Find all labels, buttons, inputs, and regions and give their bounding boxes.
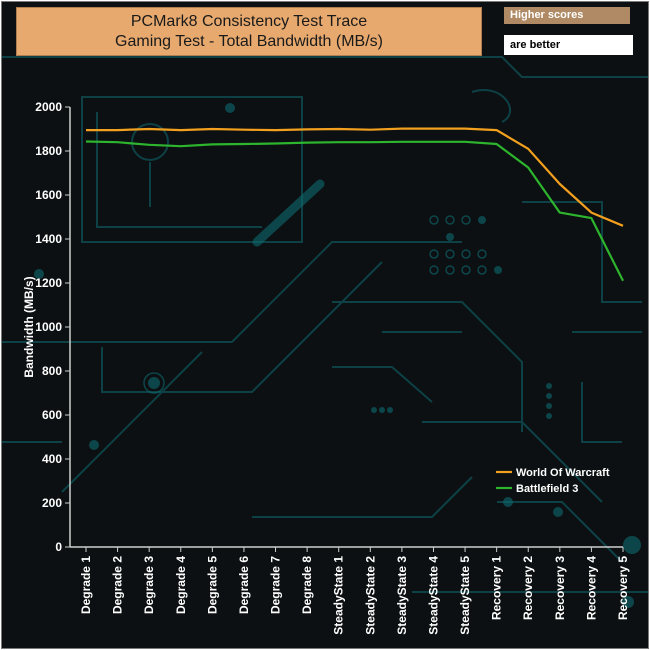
x-tick-label: Degrade 7 <box>269 556 283 614</box>
series-line-2 <box>85 140 624 282</box>
axes <box>69 107 623 548</box>
y-axis-label: Bandwidth (MB/s) <box>22 276 36 377</box>
x-tick-label: Recovery 4 <box>584 556 598 620</box>
y-tick-label: 1800 <box>35 144 62 158</box>
title-line-2: Gaming Test - Total Bandwidth (MB/s) <box>115 32 383 50</box>
x-tick-label: Degrade 1 <box>79 556 93 614</box>
x-tick-label: Recovery 1 <box>490 556 504 620</box>
y-tick-label: 1400 <box>35 232 62 246</box>
x-tick-label: Degrade 5 <box>205 556 219 614</box>
y-tick-label: 600 <box>42 408 62 422</box>
series-line-1 <box>86 127 624 227</box>
x-tick-label: SteadyState 2 <box>363 556 377 635</box>
y-tick-label: 200 <box>42 496 62 510</box>
y-tick-label: 1200 <box>35 276 62 290</box>
legend-label: Battlefield 3 <box>516 483 578 495</box>
legend-label: World Of Warcraft <box>516 467 610 479</box>
series-lines <box>85 127 624 282</box>
x-tick-label: Degrade 6 <box>237 556 251 614</box>
x-tick-label: Recovery 3 <box>553 556 567 620</box>
legend: World Of Warcraft Battlefield 3 <box>496 467 610 495</box>
x-tick-label: Degrade 4 <box>174 556 188 614</box>
are-better-badge: are better <box>504 35 633 55</box>
y-tick-label: 400 <box>42 452 62 466</box>
x-tick-label: SteadyState 1 <box>332 556 346 635</box>
x-tick-label: Degrade 2 <box>111 556 125 614</box>
x-axis-ticks: Degrade 1 Degrade 2 Degrade 3 Degrade 4 Degr… <box>79 547 630 635</box>
y-tick-label: 1000 <box>35 320 62 334</box>
y-tick-label: 0 <box>55 540 62 554</box>
x-tick-label: Recovery 2 <box>521 556 535 620</box>
x-tick-label: SteadyState 5 <box>458 556 472 635</box>
y-tick-label: 1600 <box>35 188 62 202</box>
x-tick-label: Degrade 3 <box>142 556 156 614</box>
y-tick-label: 2000 <box>35 100 62 114</box>
chart-title: PCMark8 Consistency Test Trace Gaming Te… <box>16 7 482 56</box>
x-tick-label: SteadyState 3 <box>395 556 409 635</box>
higher-scores-badge: Higher scores <box>504 7 630 24</box>
y-axis-ticks: 0 200 400 600 800 1000 1200 1400 1600 1800 2000 <box>35 100 70 554</box>
y-tick-label: 800 <box>42 364 62 378</box>
x-tick-label: Degrade 8 <box>300 556 314 614</box>
title-line-1: PCMark8 Consistency Test Trace <box>130 12 368 30</box>
x-tick-label: SteadyState 4 <box>426 556 440 635</box>
x-tick-label: Recovery 5 <box>616 556 630 620</box>
